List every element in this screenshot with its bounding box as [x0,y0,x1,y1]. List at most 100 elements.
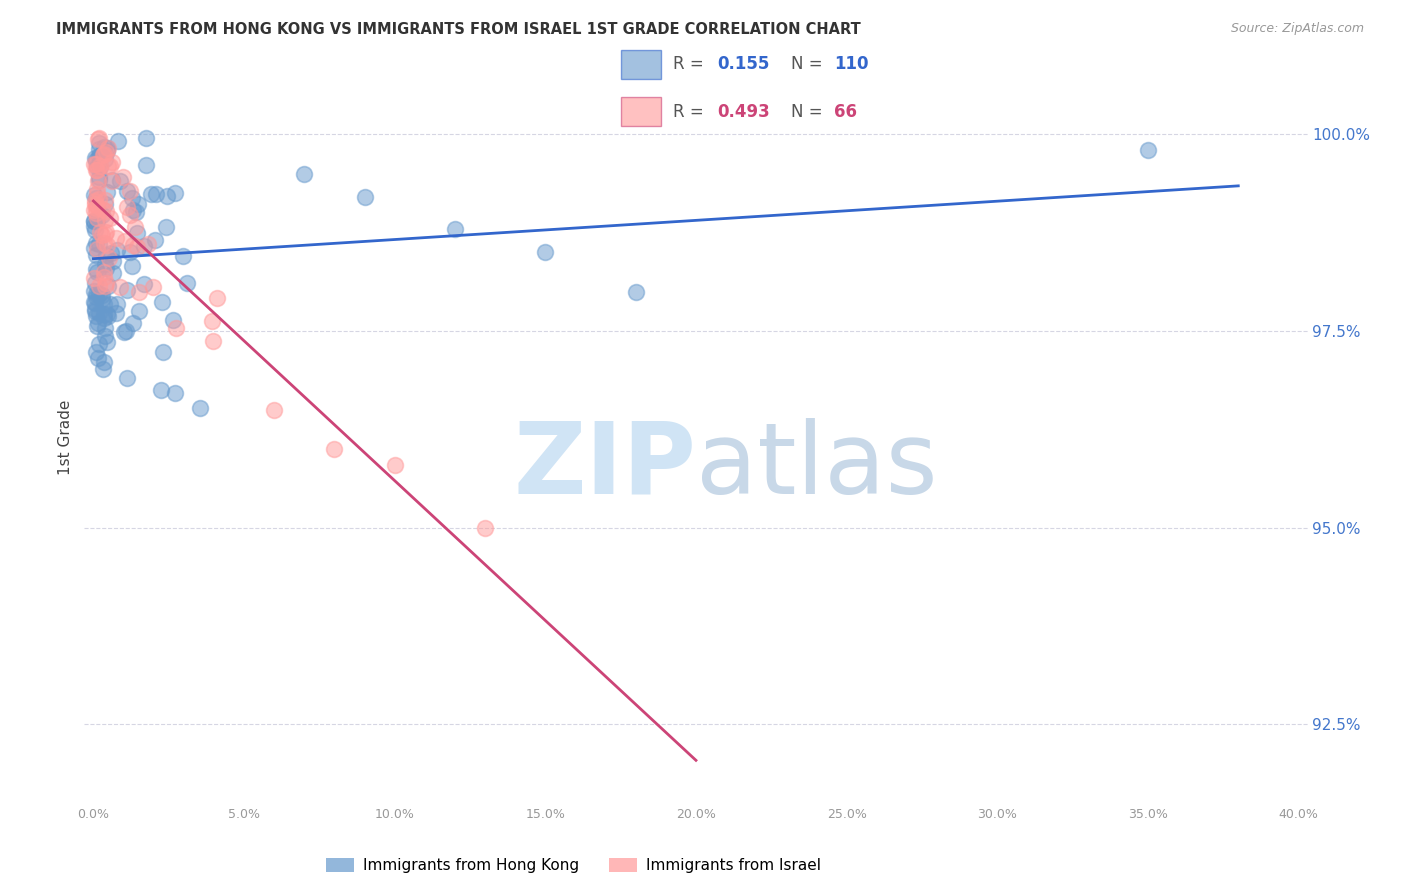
Point [86,182,108,196]
Point [201,334,224,348]
Point [188,401,211,415]
Y-axis label: 1st Grade: 1st Grade [58,400,73,475]
Point [83,157,105,171]
Point [83,219,105,234]
Point [87,149,110,163]
Point [96,144,118,158]
Point [84,345,107,359]
Point [96,141,118,155]
Point [165,186,187,201]
Point [83,294,105,309]
Point [87,279,110,293]
Point [93,152,115,166]
Point [155,189,177,203]
Point [150,383,173,397]
Point [117,283,139,297]
Point [384,458,406,472]
Point [110,280,132,294]
Point [134,277,156,292]
Point [94,213,117,227]
Point [94,194,117,208]
Point [84,296,107,310]
Point [91,292,114,306]
Point [89,149,111,163]
Text: atlas: atlas [696,417,938,515]
Point [91,361,114,376]
Point [87,142,110,156]
Point [84,287,107,301]
Point [84,310,107,324]
Point [98,160,121,174]
Point [84,303,107,318]
Point [83,223,105,237]
Point [152,345,174,359]
Point [120,208,142,222]
Point [125,226,148,240]
Point [474,520,496,534]
Text: 110: 110 [834,55,869,73]
Point [104,306,127,320]
Point [96,238,118,252]
Point [86,163,108,178]
Point [86,186,108,201]
Text: ZIP: ZIP [513,417,696,515]
Point [93,235,115,250]
Point [94,277,117,291]
Point [94,320,117,334]
Point [93,146,115,161]
Point [86,160,108,174]
Text: R =: R = [673,103,710,120]
Point [94,145,117,159]
Point [135,158,157,172]
Point [117,200,139,214]
Point [107,296,129,310]
Point [263,402,285,417]
Point [292,167,315,181]
Text: 0.493: 0.493 [717,103,769,120]
Point [132,238,155,252]
Point [90,227,112,242]
Point [93,307,115,321]
Point [91,148,114,162]
Point [94,278,117,293]
Point [136,236,159,251]
Point [84,191,107,205]
Point [93,354,115,368]
Text: 66: 66 [834,103,858,120]
Point [87,337,110,351]
Point [110,173,132,187]
Point [128,285,150,299]
Point [125,239,148,253]
Point [145,186,167,201]
Point [114,234,136,248]
Point [86,153,108,167]
Point [89,160,111,174]
Point [83,194,105,208]
Point [83,203,105,218]
Point [96,185,118,199]
Point [84,163,107,178]
Point [94,257,117,271]
Point [98,297,121,311]
Point [201,314,224,328]
Point [135,130,157,145]
Point [83,271,105,285]
Point [84,157,107,171]
Text: N =: N = [792,55,828,73]
Point [96,334,118,349]
Point [120,184,142,198]
Point [93,297,115,311]
Point [624,285,647,299]
Point [87,170,110,185]
Point [118,244,141,259]
Point [94,197,117,211]
FancyBboxPatch shape [621,97,661,126]
Point [93,310,115,325]
Point [89,236,111,251]
Point [86,235,108,250]
Point [122,316,145,330]
Point [98,211,121,226]
Text: 0.155: 0.155 [717,55,769,73]
Point [83,188,105,202]
Point [87,136,110,150]
